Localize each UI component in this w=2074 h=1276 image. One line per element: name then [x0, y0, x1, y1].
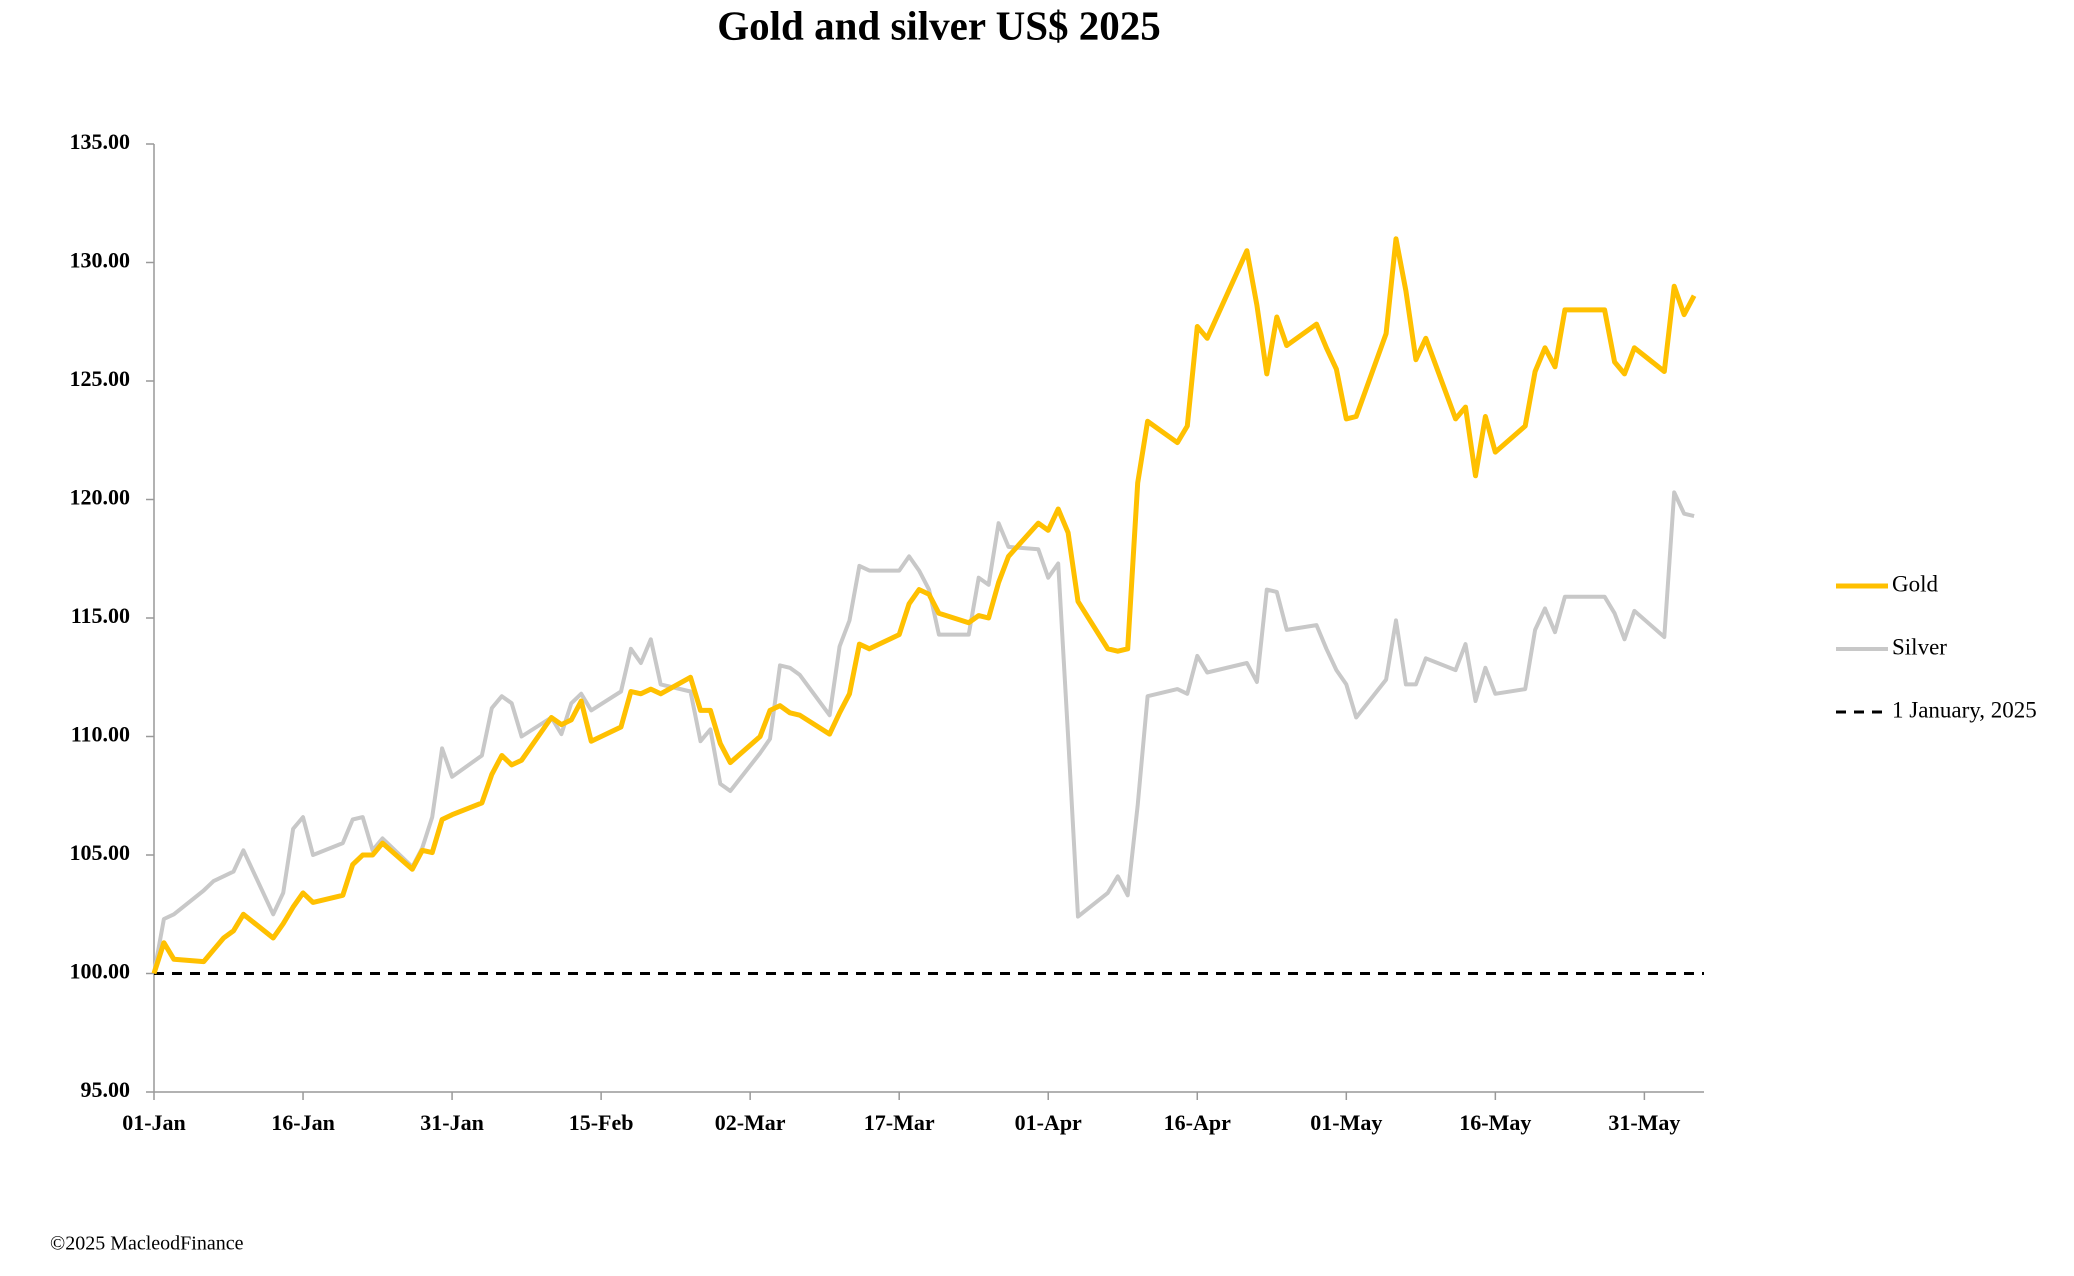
x-tick-label: 16-Apr: [1164, 1110, 1231, 1135]
x-tick-label: 02-Mar: [715, 1110, 786, 1135]
y-tick-label: 135.00: [70, 129, 131, 154]
x-tick-label: 31-Jan: [420, 1110, 484, 1135]
legend-label: Gold: [1892, 571, 1939, 596]
series-line: [152, 490, 1695, 974]
x-tick-label: 01-Jan: [122, 1110, 186, 1135]
y-tick-label: 100.00: [70, 959, 131, 984]
y-tick-label: 120.00: [70, 485, 131, 510]
x-tick-label: 15-Feb: [569, 1110, 634, 1135]
y-tick-label: 130.00: [70, 248, 131, 273]
y-tick-label: 110.00: [71, 722, 130, 747]
source: ©2025 MacleodFinance: [50, 1233, 244, 1255]
y-tick-label: 105.00: [70, 840, 131, 865]
x-tick-label: 16-May: [1459, 1110, 1531, 1135]
legend-label: 1 January, 2025: [1892, 697, 2037, 722]
y-tick-label: 95.00: [81, 1077, 131, 1102]
x-tick-label: 31-May: [1608, 1110, 1680, 1135]
x-tick-label: 17-Mar: [864, 1110, 935, 1135]
series-line: [151, 236, 1697, 975]
y-tick-label: 115.00: [71, 603, 130, 628]
chart-title: Gold and silver US$ 2025: [717, 2, 1161, 48]
x-tick-label: 01-Apr: [1015, 1110, 1082, 1135]
legend-label: Silver: [1892, 634, 1947, 659]
x-tick-label: 01-May: [1310, 1110, 1382, 1135]
x-tick-label: 16-Jan: [271, 1110, 335, 1135]
y-tick-label: 125.00: [70, 366, 131, 391]
